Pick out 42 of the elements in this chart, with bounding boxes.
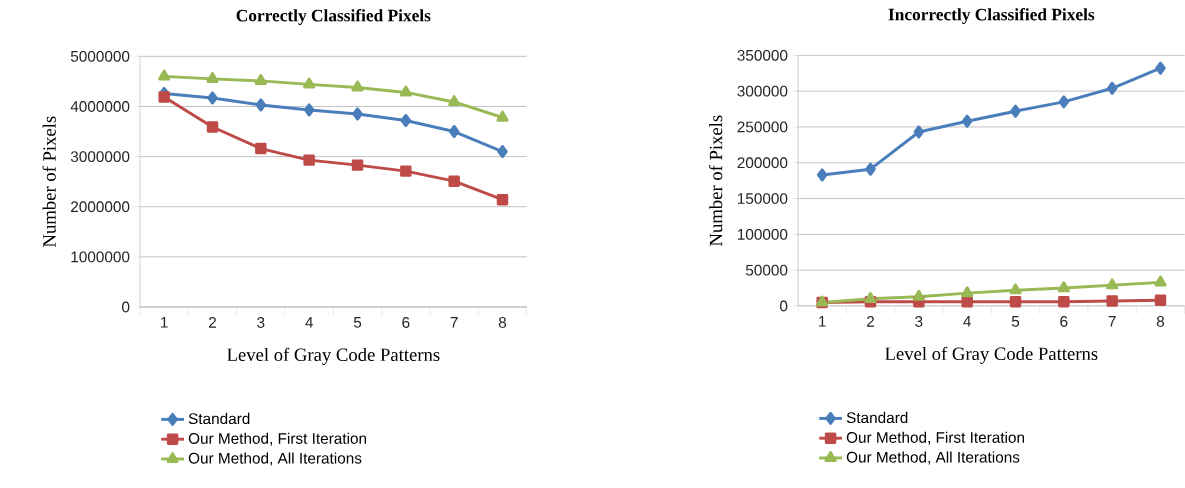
y-tick-label: 0 bbox=[122, 301, 130, 313]
y-axis-title: Number of Pixels bbox=[42, 116, 56, 247]
y-tick-label: 4000000 bbox=[70, 101, 130, 112]
legend-label: Our Method, All Iterations bbox=[188, 452, 362, 466]
x-tick-label: 7 bbox=[450, 317, 458, 328]
y-tick-label: 2000000 bbox=[71, 201, 130, 213]
x-tick-label: 1 bbox=[819, 316, 826, 327]
chart-title: Correctly Classified Pixels bbox=[236, 9, 431, 25]
legend-label: Standard bbox=[846, 411, 908, 424]
x-axis-title: Level of Gray Code Patterns bbox=[227, 347, 440, 365]
legend-label: Standard bbox=[188, 412, 250, 425]
x-tick-label: 8 bbox=[1156, 316, 1165, 327]
y-tick-label: 1000000 bbox=[71, 251, 130, 263]
x-tick-label: 3 bbox=[915, 316, 923, 327]
y-tick-label: 3000000 bbox=[70, 151, 130, 163]
legend-label: Our Method, All Iterations bbox=[846, 451, 1020, 465]
y-tick-label: 200000 bbox=[737, 157, 788, 169]
x-tick-label: 4 bbox=[305, 317, 313, 328]
x-tick-label: 3 bbox=[257, 317, 265, 328]
y-tick-label: 0 bbox=[780, 300, 788, 312]
x-tick-label: 6 bbox=[1060, 316, 1068, 327]
legend-label: Our Method, First Iteration bbox=[846, 431, 1025, 445]
x-tick-label: 5 bbox=[1011, 316, 1020, 327]
x-axis-title: Level of Gray Code Patterns bbox=[885, 346, 1098, 364]
x-tick-label: 7 bbox=[1108, 316, 1116, 327]
x-tick-label: 8 bbox=[498, 317, 507, 328]
y-tick-label: 350000 bbox=[737, 49, 788, 61]
x-tick-label: 5 bbox=[353, 317, 362, 328]
y-tick-label: 150000 bbox=[737, 193, 788, 204]
x-tick-label: 2 bbox=[209, 317, 216, 328]
x-tick-label: 1 bbox=[161, 317, 168, 328]
chart-title: Incorrectly Classified Pixels bbox=[888, 8, 1095, 24]
y-tick-label: 250000 bbox=[737, 121, 788, 133]
legend-label: Our Method, First Iteration bbox=[188, 432, 367, 446]
y-tick-label: 50000 bbox=[745, 264, 788, 276]
x-tick-label: 2 bbox=[867, 316, 874, 327]
y-axis-title: Number of Pixels bbox=[708, 115, 723, 246]
y-tick-label: 300000 bbox=[737, 85, 788, 97]
y-tick-label: 100000 bbox=[737, 228, 788, 240]
x-tick-label: 4 bbox=[963, 316, 971, 327]
x-tick-label: 6 bbox=[402, 317, 410, 328]
y-tick-label: 5000000 bbox=[70, 50, 130, 62]
